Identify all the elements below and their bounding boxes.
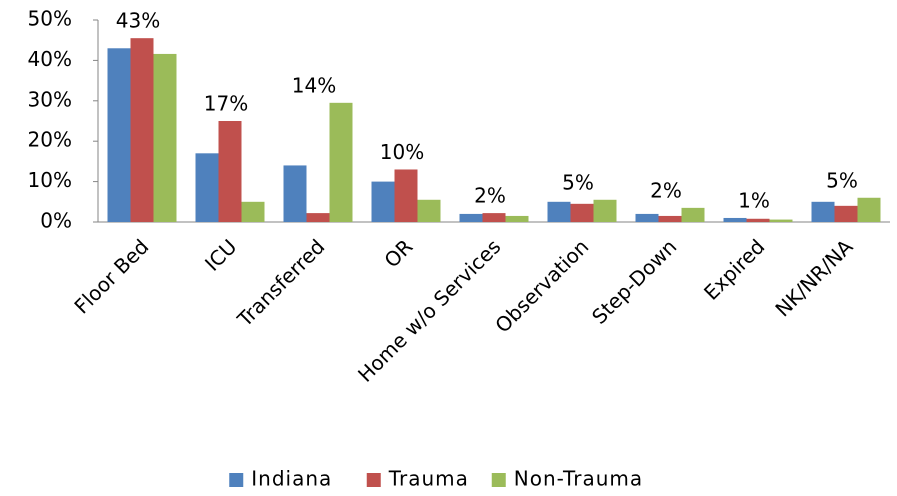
legend-label: Indiana [251, 467, 332, 491]
data-label: 10% [380, 140, 424, 164]
bar [723, 217, 747, 222]
bar [394, 169, 418, 222]
data-label: 43% [116, 9, 160, 33]
x-tick-label: Home w/o Services [353, 234, 505, 386]
bar [635, 213, 659, 222]
x-tick-label: NK/NR/NA [770, 234, 857, 321]
bar [769, 219, 793, 222]
bar [459, 213, 483, 222]
bar [834, 205, 858, 222]
bar [811, 201, 835, 222]
x-tick-label: OR [379, 234, 417, 272]
bar [153, 53, 177, 222]
bar [107, 48, 131, 222]
x-tick-label: Step-Down [587, 234, 681, 328]
x-tick-label: Floor Bed [69, 234, 153, 318]
legend-swatch [229, 473, 244, 487]
legend-label: Non-Trauma [514, 467, 643, 491]
legend-swatch [491, 473, 506, 487]
data-label: 14% [292, 73, 336, 97]
bar [547, 201, 571, 222]
bar [658, 215, 682, 222]
y-tick-label: 50% [28, 7, 72, 31]
bar [857, 197, 881, 222]
bar [329, 102, 353, 222]
bar [283, 165, 307, 222]
x-tick-label: Transferred [232, 234, 329, 331]
bar [130, 38, 154, 223]
x-tick-label: ICU [200, 234, 241, 275]
y-tick-label: 20% [28, 128, 72, 152]
data-label: 5% [826, 168, 858, 192]
data-label: 17% [204, 92, 248, 116]
bar [746, 218, 770, 222]
x-tick-label: Expired [699, 234, 769, 304]
data-label: 5% [562, 170, 594, 194]
y-tick-label: 0% [40, 209, 72, 233]
bar [593, 199, 617, 222]
y-tick-label: 10% [28, 168, 72, 192]
bar [505, 215, 529, 222]
bar [306, 213, 330, 222]
data-label: 2% [474, 184, 506, 208]
legend-label: Trauma [388, 467, 469, 491]
bar [482, 213, 506, 222]
bar [570, 203, 594, 222]
bar [195, 153, 219, 222]
bar [681, 207, 705, 222]
bar [218, 121, 242, 222]
y-tick-label: 30% [28, 87, 72, 111]
legend-swatch [366, 473, 381, 487]
bar [371, 181, 395, 222]
y-tick-label: 40% [28, 47, 72, 71]
bar [417, 199, 441, 222]
bar [241, 201, 265, 222]
data-label: 2% [650, 178, 682, 202]
x-tick-label: Observation [490, 234, 593, 337]
data-label: 1% [738, 188, 770, 212]
